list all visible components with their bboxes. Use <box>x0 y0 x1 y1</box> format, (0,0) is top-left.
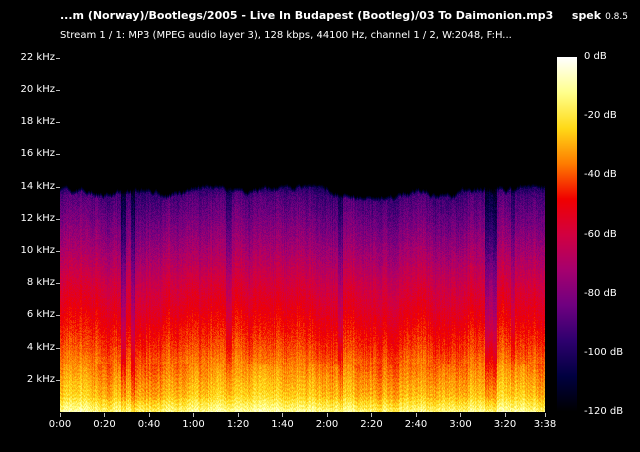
db-axis-label: 0 dB <box>584 51 607 62</box>
time-tick <box>327 413 328 417</box>
stream-info: Stream 1 / 1: MP3 (MPEG audio layer 3), … <box>60 30 512 41</box>
freq-axis-label: 12 kHz <box>20 212 55 224</box>
freq-tick <box>56 90 60 91</box>
legend-colorbar <box>557 57 577 412</box>
freq-axis-label: 16 kHz <box>20 148 55 160</box>
time-axis-label: 2:20 <box>360 419 383 430</box>
time-tick <box>104 413 105 417</box>
db-axis-label: -100 dB <box>584 346 624 358</box>
time-tick <box>416 413 417 417</box>
time-tick <box>371 413 372 417</box>
freq-tick <box>56 58 60 59</box>
db-axis-label: -60 dB <box>584 228 617 240</box>
app-badge: spek 0.8.5 <box>572 9 628 22</box>
time-axis-label: 3:38 <box>533 419 557 430</box>
time-tick <box>282 413 283 417</box>
time-tick <box>505 413 506 417</box>
time-tick <box>460 413 461 417</box>
freq-axis-label: 18 kHz <box>20 116 55 128</box>
freq-tick <box>56 122 60 123</box>
freq-tick <box>56 380 60 381</box>
time-axis-label: 2:40 <box>404 419 428 430</box>
time-axis-label: 3:20 <box>493 419 517 430</box>
freq-axis-label: 4 kHz <box>26 341 55 353</box>
time-tick <box>60 413 61 417</box>
freq-tick <box>56 283 60 284</box>
file-path-title: ...m (Norway)/Bootlegs/2005 - Live In Bu… <box>60 9 554 22</box>
freq-tick <box>56 187 60 188</box>
db-axis-label: -20 dB <box>584 110 617 122</box>
time-axis-label: 3:00 <box>449 419 472 430</box>
freq-axis-label: 22 kHz <box>20 51 55 63</box>
freq-axis-label: 2 kHz <box>26 373 55 385</box>
app-name: spek <box>571 9 602 22</box>
time-axis-label: 1:40 <box>271 419 294 430</box>
freq-tick <box>56 219 60 220</box>
freq-axis-label: 6 kHz <box>26 309 55 321</box>
time-axis-label: 0:40 <box>137 419 161 430</box>
time-axis-label: 0:20 <box>93 419 116 430</box>
db-axis-label: -80 dB <box>584 287 617 299</box>
time-tick <box>545 413 546 417</box>
spectrogram-canvas <box>60 57 545 412</box>
freq-axis-label: 14 kHz <box>20 180 55 192</box>
db-axis-label: -120 dB <box>584 406 624 417</box>
freq-axis-label: 10 kHz <box>20 245 55 256</box>
freq-tick <box>56 154 60 155</box>
freq-tick <box>56 348 60 349</box>
time-axis-label: 1:20 <box>226 419 250 430</box>
time-tick <box>149 413 150 417</box>
time-axis-label: 2:00 <box>315 419 339 430</box>
db-axis-label: -40 dB <box>584 169 617 181</box>
freq-tick <box>56 315 60 316</box>
freq-axis-label: 8 kHz <box>26 277 55 289</box>
time-axis-label: 1:00 <box>182 419 205 430</box>
app-version: 0.8.5 <box>605 12 628 22</box>
time-tick <box>193 413 194 417</box>
freq-tick <box>56 251 60 252</box>
freq-axis-label: 20 kHz <box>20 84 55 95</box>
time-tick <box>238 413 239 417</box>
time-axis-label: 0:00 <box>48 419 72 430</box>
